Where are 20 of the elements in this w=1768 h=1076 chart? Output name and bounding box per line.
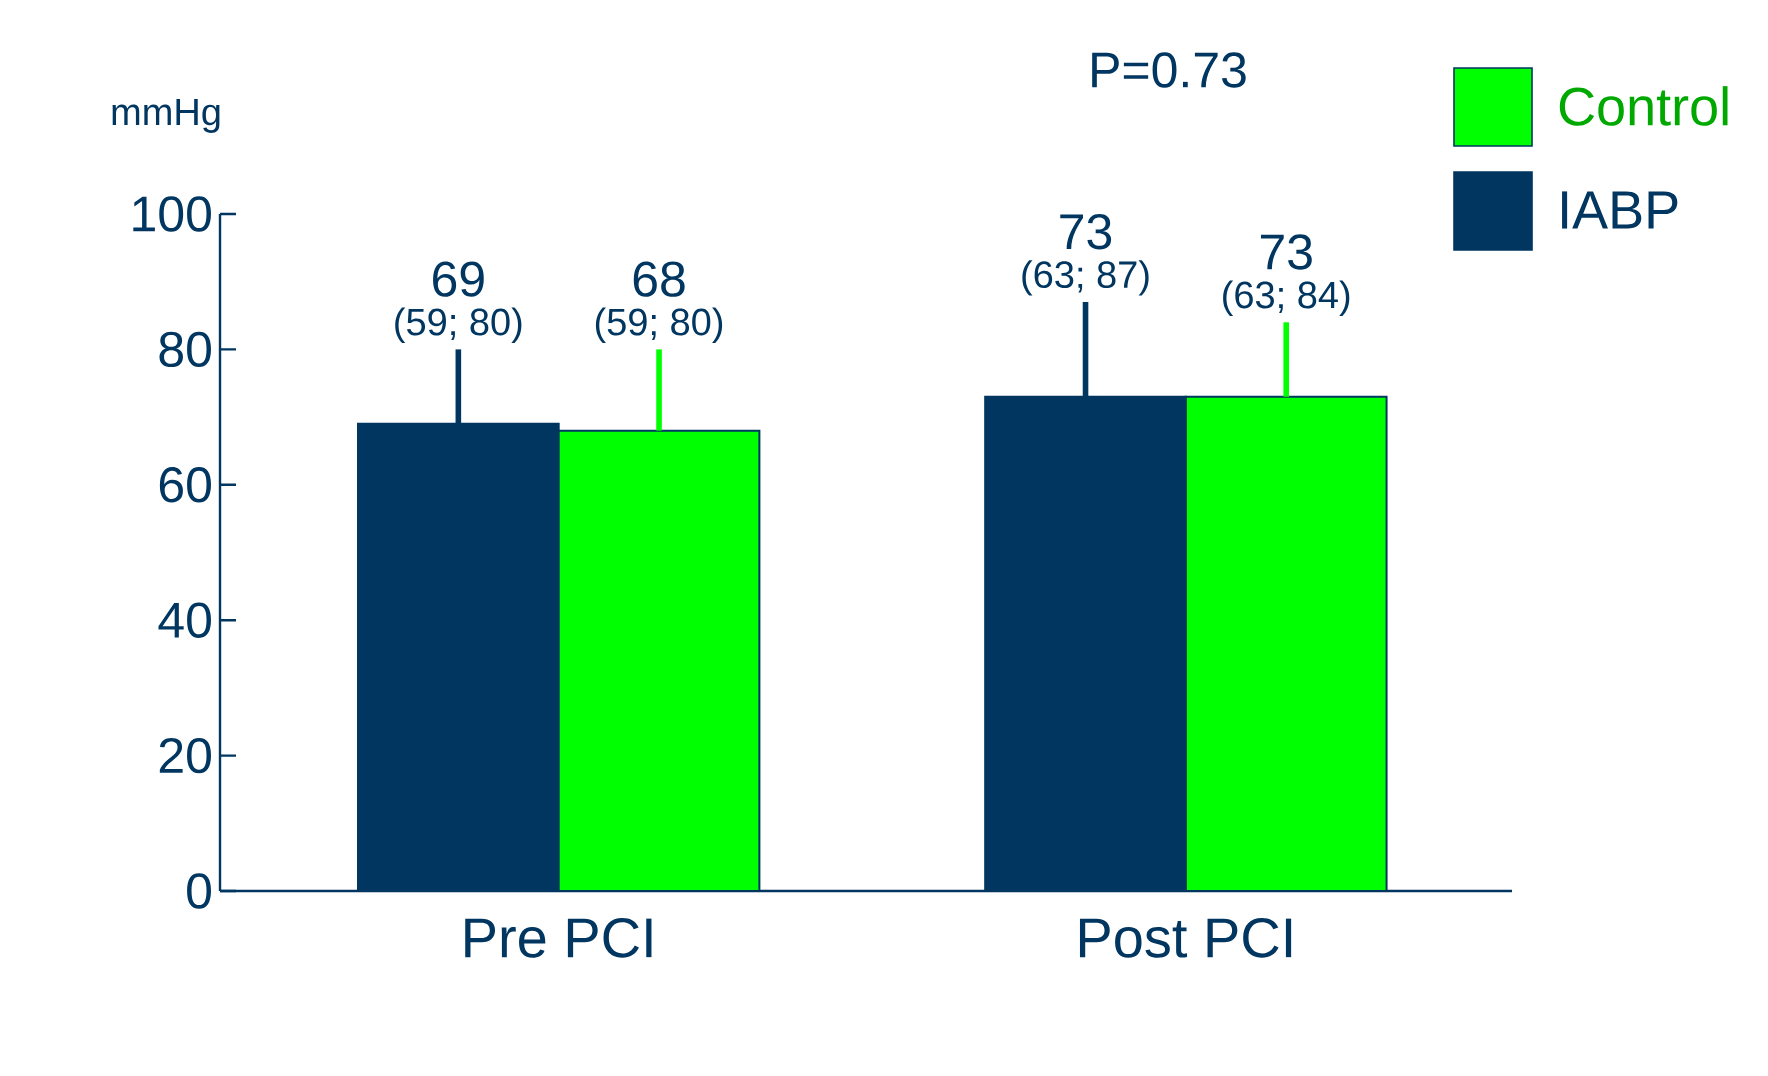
legend-label: IABP <box>1562 191 1678 229</box>
y-axis-title: mmHg <box>112 98 220 133</box>
y-tick-label: 80 <box>159 331 211 368</box>
data-label: 69 <box>433 261 484 297</box>
y-tick-label: 60 <box>159 467 211 503</box>
legend-label: Control <box>1559 86 1728 126</box>
x-tick-label: Pre PCI <box>465 918 652 958</box>
text: P=0.73 <box>1092 52 1246 88</box>
annotation: (59; 80) <box>595 307 723 343</box>
y-tick-label: 20 <box>159 737 211 774</box>
y-tick-label: 100 <box>133 196 211 232</box>
data-label: 73 <box>1260 234 1312 270</box>
data-label: 68 <box>633 261 685 297</box>
y-tick-label: 0 <box>187 873 211 909</box>
annotation: (63; 87) <box>1022 260 1149 296</box>
y-tick-label: 40 <box>158 602 211 638</box>
data-label: 73 <box>1060 214 1112 250</box>
x-tick-label: Post PCI <box>1079 918 1292 958</box>
annotation: (63; 84) <box>1223 280 1350 316</box>
annotation: (59; 80) <box>395 307 522 343</box>
